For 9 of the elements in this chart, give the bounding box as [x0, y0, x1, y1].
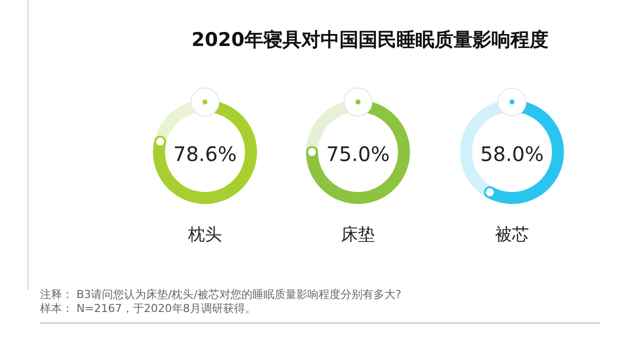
text: 样本： N=2167，于2020年8月调研获得。: [40, 302, 256, 315]
text: 2020年寝具对中国国民睡眠质量影响程度: [192, 29, 548, 51]
data-label: 78.6%: [173, 142, 237, 166]
slice-label: 枕头: [187, 225, 222, 245]
data-label: 58.0%: [480, 142, 544, 166]
text: 注释： B3请问您认为床垫/枕头/被芯对您的睡眠质量影响程度分别有多大?: [40, 288, 402, 301]
data-label: 75.0%: [326, 142, 390, 166]
slice-label: 床垫: [341, 225, 375, 245]
slice-label: 被芯: [495, 225, 529, 245]
